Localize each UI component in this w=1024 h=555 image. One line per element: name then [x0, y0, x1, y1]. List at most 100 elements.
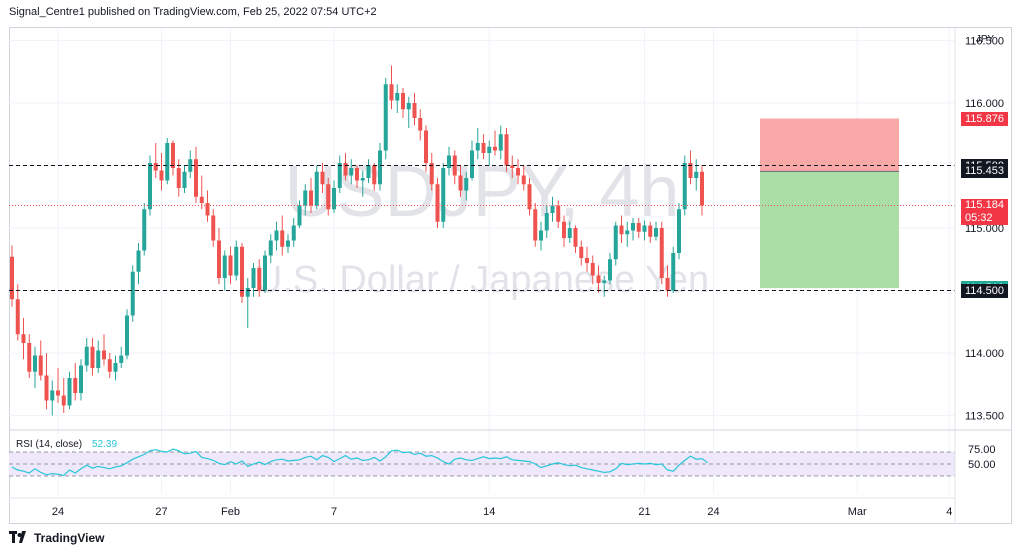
take-profit-zone — [760, 171, 899, 289]
candle-body — [245, 288, 250, 297]
candle — [326, 178, 331, 216]
candle-body — [447, 155, 451, 168]
candle — [309, 178, 313, 213]
candle-body — [257, 268, 262, 291]
candle-body — [274, 230, 279, 241]
candle — [665, 265, 670, 297]
candle-body — [389, 84, 394, 101]
candle — [481, 134, 486, 160]
candle — [125, 309, 129, 360]
candle-body — [521, 175, 526, 185]
candle — [401, 88, 405, 118]
description-watermark: U.S. Dollar / Japanese Yen — [255, 259, 709, 301]
candle-body — [590, 263, 595, 276]
candle — [251, 263, 256, 297]
candle-body — [50, 390, 55, 401]
candle-body — [222, 255, 227, 278]
candle — [136, 243, 141, 285]
candle-body — [15, 299, 20, 335]
candle — [21, 318, 26, 360]
time-tick-label: 21 — [638, 506, 650, 518]
candle — [159, 153, 164, 191]
candle-body — [119, 355, 124, 363]
candle — [79, 359, 83, 401]
candle — [349, 159, 354, 185]
candle — [148, 155, 152, 216]
candle-body — [268, 240, 273, 256]
candle-body — [412, 103, 417, 118]
candle — [297, 200, 302, 228]
candle-body — [682, 163, 687, 210]
candle — [493, 130, 497, 156]
last-price-tag: 115.184 05:32 — [961, 198, 1008, 225]
candle-body — [585, 258, 589, 263]
candle-body — [199, 196, 204, 203]
candle-body — [677, 209, 681, 253]
candle — [165, 138, 170, 185]
level-low-price-tag: 114.500 — [961, 283, 1008, 298]
time-tick-label: 14 — [483, 506, 495, 518]
candle-body — [27, 343, 32, 372]
rsi-label: RSI (14, close) — [16, 439, 82, 450]
candle — [268, 234, 273, 263]
candle-body — [596, 275, 601, 283]
candle — [533, 203, 538, 247]
candle-body — [475, 143, 480, 151]
candle-body — [579, 246, 584, 258]
candle — [625, 221, 630, 247]
candle-body — [194, 159, 198, 197]
candle-body — [73, 378, 78, 393]
candle-body — [665, 278, 670, 291]
brand-name: TradingView — [34, 531, 105, 545]
candle-body — [107, 359, 112, 372]
candle-body — [619, 225, 624, 235]
candle — [590, 255, 595, 285]
position-tool[interactable] — [760, 118, 899, 289]
candle — [332, 180, 336, 213]
candle-body — [659, 228, 664, 278]
candle-body — [96, 350, 101, 368]
candle — [337, 155, 342, 193]
candle-body — [550, 205, 555, 213]
currency-label: JPY — [976, 34, 995, 45]
price-tick-label: 116.500 — [965, 36, 1004, 48]
candle-body — [625, 230, 630, 235]
candle-body — [573, 228, 578, 247]
candle-body — [498, 134, 503, 151]
candle-body — [286, 240, 290, 247]
candle-body — [320, 171, 325, 185]
candle-body — [516, 168, 520, 176]
candle — [33, 346, 37, 388]
candle — [521, 165, 526, 191]
entry-price-tag: 115.453 — [961, 164, 1008, 179]
footer[interactable]: TradingView — [9, 531, 104, 545]
candle-body — [240, 246, 244, 297]
candle — [257, 259, 262, 297]
rsi-tick-label: 75.00 — [968, 444, 996, 456]
candle-body — [694, 171, 699, 178]
candle-body — [125, 315, 129, 356]
candle-body — [228, 255, 233, 276]
candle — [544, 205, 549, 238]
candle — [366, 159, 371, 183]
candle — [567, 221, 572, 243]
candle-body — [142, 209, 147, 251]
candle — [527, 178, 532, 216]
candle-body — [84, 346, 89, 366]
candle — [171, 140, 175, 176]
candle — [263, 250, 267, 293]
publisher-line: Signal_Centre1 published on TradingView.… — [9, 6, 377, 18]
candle-body — [441, 168, 446, 222]
candle — [452, 150, 457, 185]
candle — [383, 78, 388, 160]
candle-body — [337, 163, 342, 188]
candle — [642, 220, 647, 241]
candle-body — [452, 155, 457, 176]
candle-body — [360, 178, 365, 181]
candle-body — [176, 168, 181, 188]
bar-countdown: 05:32 — [965, 211, 993, 224]
candle-body — [297, 205, 302, 226]
time-tick-label: 4 — [946, 506, 952, 518]
chart-frame — [9, 27, 1012, 524]
